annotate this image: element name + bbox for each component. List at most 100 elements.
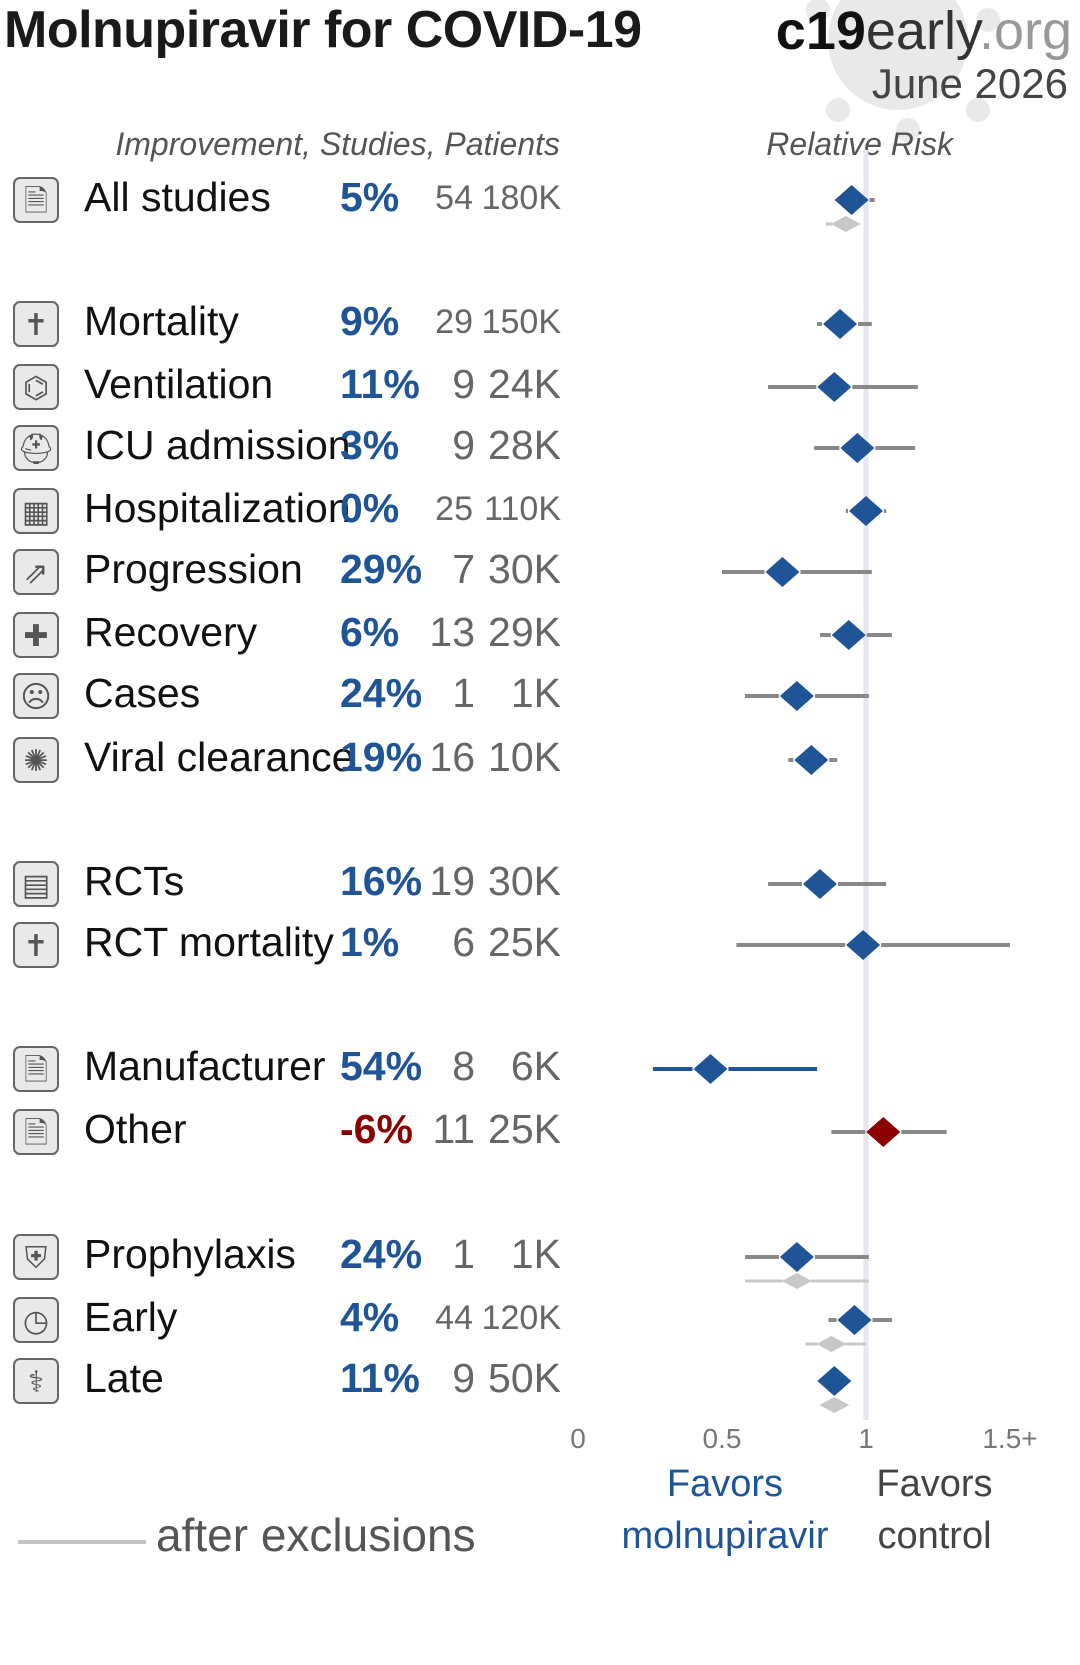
improvement-value: 11% bbox=[340, 361, 420, 407]
studies-count: 7 bbox=[452, 546, 475, 592]
patients-count: 150K bbox=[481, 303, 561, 341]
x-tick-label: 0 bbox=[570, 1423, 586, 1454]
progression-icon: ⇗ bbox=[10, 546, 62, 598]
table-row: ⌬ Ventilation 11% 9 24K bbox=[0, 355, 575, 419]
studies-count: 9 bbox=[452, 361, 475, 407]
table-row: ⇗ Progression 29% 7 30K bbox=[0, 540, 575, 604]
row-label: RCT mortality bbox=[84, 919, 334, 965]
study-icon: 🗎 bbox=[10, 174, 62, 226]
brand-part-mid: early bbox=[865, 1, 979, 61]
row-label: Viral clearance bbox=[84, 734, 355, 780]
effect-marker bbox=[779, 681, 814, 711]
table-row: ▦ Hospitalization 0% 25 110K bbox=[0, 479, 575, 543]
after-exclusions-marker bbox=[819, 1397, 850, 1413]
effect-marker bbox=[693, 1054, 728, 1084]
studies-count: 6 bbox=[452, 919, 475, 965]
patients-count: 1K bbox=[510, 1231, 561, 1277]
table-row: ✝ RCT mortality 1% 6 25K bbox=[0, 913, 575, 977]
hospital-icon: ▦ bbox=[10, 485, 62, 537]
table-row: ✺ Viral clearance 19% 16 10K bbox=[0, 728, 575, 792]
patients-count: 30K bbox=[488, 858, 561, 904]
svg-text:▦: ▦ bbox=[22, 495, 50, 530]
row-label: ICU admission bbox=[84, 422, 351, 468]
table-row: 🗎 Other -6% 11 25K bbox=[0, 1100, 575, 1164]
date-label: June 2026 bbox=[871, 60, 1068, 107]
effect-marker bbox=[834, 185, 869, 215]
patients-count: 50K bbox=[488, 1355, 561, 1401]
favors-control-label: Favors control bbox=[876, 1463, 993, 1557]
improvement-value: 16% bbox=[340, 858, 423, 904]
effect-marker bbox=[823, 309, 858, 339]
after-exclusions-marker bbox=[781, 1273, 812, 1289]
svg-text:☹: ☹ bbox=[20, 680, 51, 715]
legend-after-exclusions-label: after exclusions bbox=[156, 1509, 476, 1561]
svg-text:✚: ✚ bbox=[23, 619, 48, 654]
shield-icon: ⛨ bbox=[10, 1231, 62, 1283]
studies-count: 29 bbox=[435, 303, 473, 341]
table-row: 🗎 All studies 5% 54 180K bbox=[0, 168, 575, 232]
svg-text:⇗: ⇗ bbox=[23, 556, 48, 591]
table-row: ⛑ ICU admission 3% 9 28K bbox=[0, 416, 575, 480]
patients-count: 180K bbox=[481, 179, 561, 217]
patients-count: 1K bbox=[510, 670, 561, 716]
table-row: ✝ Mortality 9% 29 150K bbox=[0, 292, 575, 356]
improvement-value: 19% bbox=[340, 734, 423, 780]
table-row: ▤ RCTs 16% 19 30K bbox=[0, 852, 575, 916]
row-label: Ventilation bbox=[84, 361, 274, 407]
column-header-relative-risk: Relative Risk bbox=[766, 126, 953, 162]
row-label: Prophylaxis bbox=[84, 1231, 296, 1277]
row-label: All studies bbox=[84, 174, 271, 220]
studies-count: 54 bbox=[435, 179, 473, 217]
row-label: Progression bbox=[84, 546, 303, 592]
row-label: Mortality bbox=[84, 298, 239, 344]
patients-count: 29K bbox=[488, 609, 561, 655]
studies-count: 1 bbox=[452, 670, 475, 716]
row-label: Other bbox=[84, 1106, 187, 1152]
patients-count: 10K bbox=[488, 734, 561, 780]
x-tick-label: 1 bbox=[858, 1423, 874, 1454]
x-tick-label: 0.5 bbox=[703, 1423, 742, 1454]
improvement-value: 11% bbox=[340, 1355, 420, 1401]
improvement-value: 29% bbox=[340, 546, 423, 592]
improvement-value: 1% bbox=[340, 919, 400, 965]
sick-person-icon: ☹ bbox=[10, 670, 62, 722]
brand-logo[interactable]: c19early.org bbox=[776, 0, 1072, 62]
effect-marker bbox=[765, 557, 800, 587]
studies-count: 9 bbox=[452, 422, 475, 468]
studies-count: 9 bbox=[452, 1355, 475, 1401]
effect-marker bbox=[779, 1242, 814, 1272]
tombstone-icon: ✝ bbox=[10, 298, 62, 350]
patients-count: 6K bbox=[510, 1043, 561, 1089]
patients-count: 25K bbox=[488, 919, 561, 965]
row-label: Recovery bbox=[84, 609, 258, 655]
row-label: Manufacturer bbox=[84, 1043, 326, 1089]
improvement-value: 0% bbox=[340, 485, 400, 531]
row-label: Early bbox=[84, 1294, 178, 1340]
studies-count: 44 bbox=[435, 1299, 473, 1337]
effect-marker bbox=[866, 1117, 901, 1147]
table-row: 🗎 Manufacturer 54% 8 6K bbox=[0, 1037, 575, 1101]
improvement-value: 24% bbox=[340, 1231, 423, 1277]
ventilator-icon: ⌬ bbox=[10, 361, 62, 413]
svg-text:◷: ◷ bbox=[23, 1304, 49, 1339]
effect-marker bbox=[831, 620, 866, 650]
studies-count: 8 bbox=[452, 1043, 475, 1089]
studies-count: 25 bbox=[435, 490, 473, 528]
x-tick-label: 1.5+ bbox=[982, 1423, 1037, 1454]
patients-count: 110K bbox=[484, 490, 561, 528]
improvement-value: 54% bbox=[340, 1043, 423, 1089]
after-exclusions-marker bbox=[830, 216, 861, 232]
svg-text:🗎: 🗎 bbox=[24, 1116, 48, 1151]
after-exclusions-marker bbox=[816, 1336, 847, 1352]
studies-count: 16 bbox=[429, 734, 475, 780]
effect-marker bbox=[794, 745, 829, 775]
late-treatment-icon: ⚕ bbox=[10, 1355, 62, 1407]
svg-text:✝: ✝ bbox=[23, 308, 48, 343]
row-label: Late bbox=[84, 1355, 164, 1401]
table-row: ☹ Cases 24% 1 1K bbox=[0, 664, 575, 728]
tombstone-icon: ✝ bbox=[10, 919, 62, 971]
studies-count: 11 bbox=[432, 1106, 475, 1152]
improvement-value: -6% bbox=[340, 1106, 413, 1152]
svg-text:🗎: 🗎 bbox=[24, 184, 48, 219]
